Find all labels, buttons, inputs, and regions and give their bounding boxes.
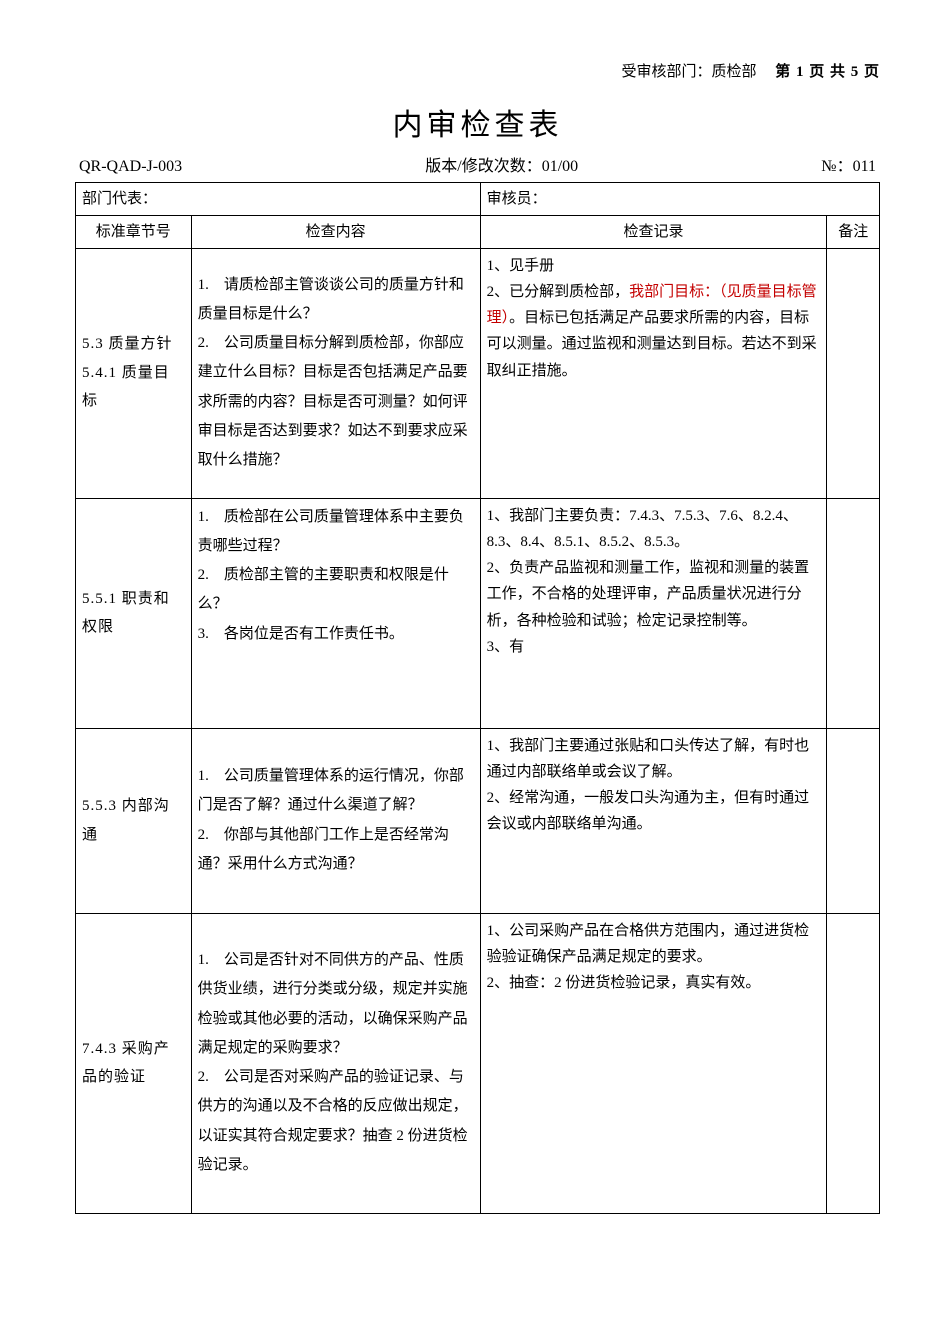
table-row: 5.5.3 内部沟通 1. 公司质量管理体系的运行情况，你部门是否了解？通过什么… (76, 728, 880, 913)
clause-cell: 5.3 质量方针5.4.1 质量目标 (76, 248, 192, 498)
clause-cell: 5.5.1 职责和权限 (76, 498, 192, 728)
page-indicator: 第 1 页 共 5 页 (775, 64, 880, 80)
th-clause: 标准章节号 (76, 215, 192, 248)
content-cell: 1. 公司是否针对不同供方的产品、性质供货业绩，进行分类或分级，规定并实施检验或… (191, 913, 480, 1213)
th-note: 备注 (827, 215, 880, 248)
doc-number: QR-QAD-J-003 (79, 154, 182, 180)
th-record: 检查记录 (480, 215, 827, 248)
sequence-block: №：011 (821, 154, 876, 180)
doc-meta-row: QR-QAD-J-003 版本/修改次数：01/00 №：011 (75, 154, 880, 180)
th-content: 检查内容 (191, 215, 480, 248)
table-row: 5.5.1 职责和权限 1. 质检部在公司质量管理体系中主要负责哪些过程？2. … (76, 498, 880, 728)
record-cell: 1、我部门主要负责：7.4.3、7.5.3、7.6、8.2.4、8.3、8.4、… (480, 498, 827, 728)
version-block: 版本/修改次数：01/00 (425, 154, 578, 180)
header-row: 标准章节号 检查内容 检查记录 备注 (76, 215, 880, 248)
table-row: 5.3 质量方针5.4.1 质量目标 1. 请质检部主管谈谈公司的质量方针和质量… (76, 248, 880, 498)
table-row: 7.4.3 采购产品的验证 1. 公司是否针对不同供方的产品、性质供货业绩，进行… (76, 913, 880, 1213)
dept-rep-cell: 部门代表： (76, 182, 481, 215)
note-cell (827, 498, 880, 728)
record-cell: 1、公司采购产品在合格供方范围内，通过进货检验验证确保产品满足规定的要求。2、抽… (480, 913, 827, 1213)
note-cell (827, 248, 880, 498)
auditor-cell: 审核员： (480, 182, 879, 215)
audit-table: 部门代表： 审核员： 标准章节号 检查内容 检查记录 备注 5.3 质量方针5.… (75, 182, 880, 1214)
dept-label: 受审核部门： (621, 64, 711, 80)
note-cell (827, 913, 880, 1213)
note-cell (827, 728, 880, 913)
clause-cell: 5.5.3 内部沟通 (76, 728, 192, 913)
page-title: 内审检查表 (75, 102, 880, 150)
content-cell: 1. 公司质量管理体系的运行情况，你部门是否了解？通过什么渠道了解？2. 你部与… (191, 728, 480, 913)
clause-cell: 7.4.3 采购产品的验证 (76, 913, 192, 1213)
record-cell: 1、我部门主要通过张贴和口头传达了解，有时也通过内部联络单或会议了解。2、经常沟… (480, 728, 827, 913)
record-cell: 1、见手册2、已分解到质检部，我部门目标：（见质量目标管理）。目标已包括满足产品… (480, 248, 827, 498)
content-cell: 1. 质检部在公司质量管理体系中主要负责哪些过程？2. 质检部主管的主要职责和权… (191, 498, 480, 728)
page-header: 受审核部门：质检部 第 1 页 共 5 页 (75, 60, 880, 84)
signers-row: 部门代表： 审核员： (76, 182, 880, 215)
dept-value: 质检部 (711, 64, 756, 80)
content-cell: 1. 请质检部主管谈谈公司的质量方针和质量目标是什么？2. 公司质量目标分解到质… (191, 248, 480, 498)
